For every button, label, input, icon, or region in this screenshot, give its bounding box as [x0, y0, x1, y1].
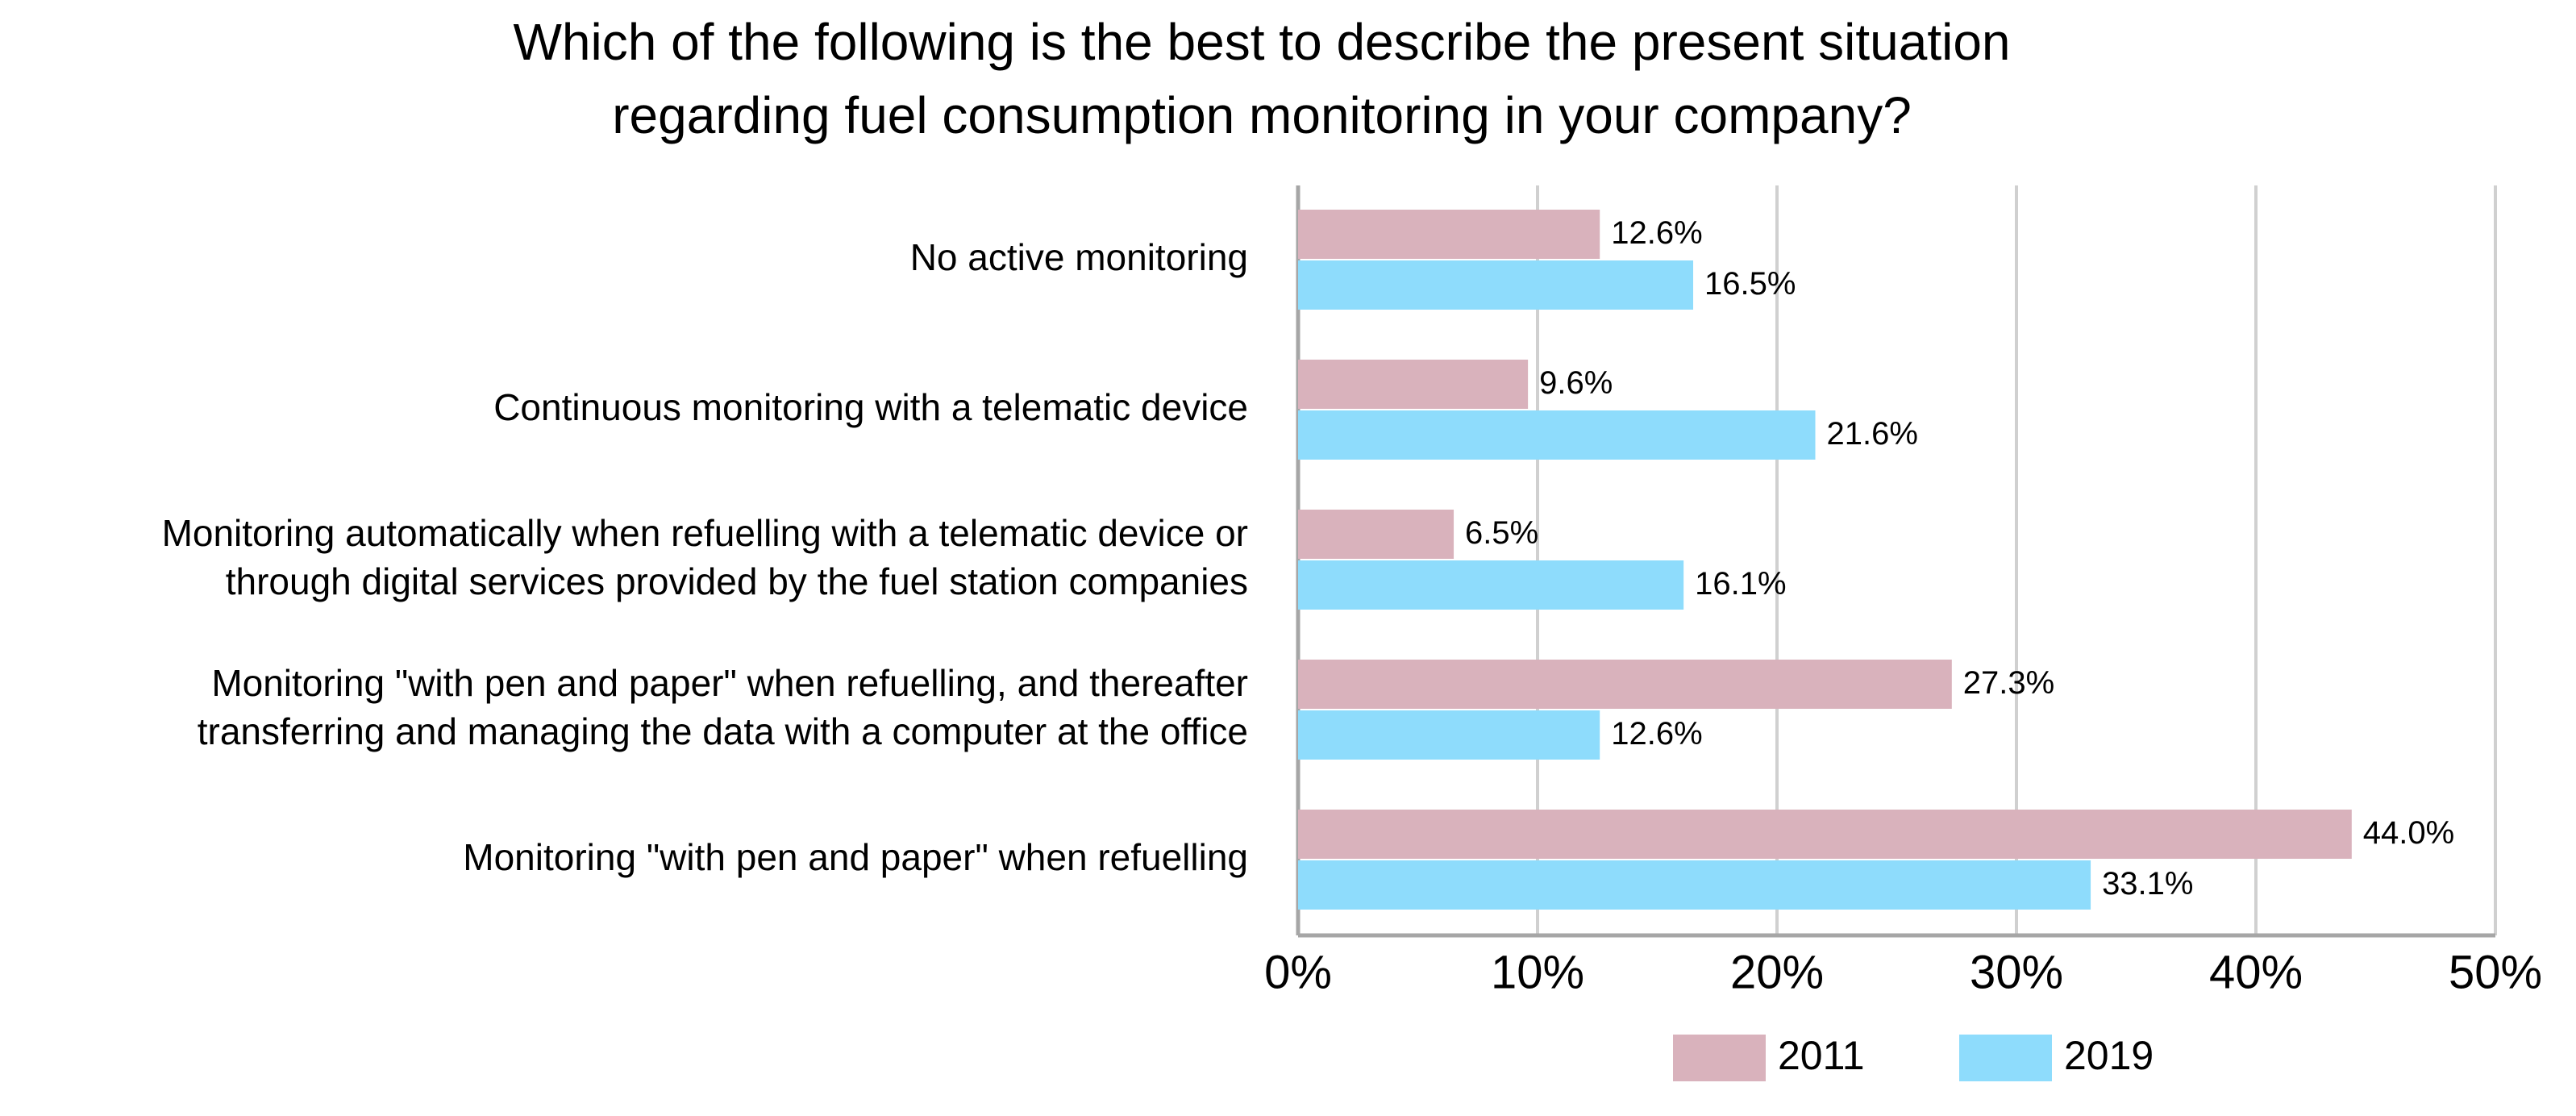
chart-title-line: Which of the following is the best to de… [513, 13, 2010, 71]
data-label: 21.6% [1827, 416, 1918, 452]
data-label: 16.1% [1695, 566, 1786, 602]
legend-swatch-2011 [1673, 1035, 1766, 1081]
bar-2019-4 [1298, 710, 1600, 760]
bar-2019-2 [1298, 410, 1816, 460]
data-label: 12.6% [1611, 215, 1702, 251]
data-label: 6.5% [1465, 515, 1538, 551]
data-label: 9.6% [1539, 365, 1613, 401]
chart-title-line: regarding fuel consumption monitoring in… [612, 86, 1912, 144]
category-label: Monitoring "with pen and paper" when ref… [211, 662, 1248, 704]
category-label: Continuous monitoring with a telematic d… [493, 386, 1248, 428]
data-label: 16.5% [1704, 266, 1796, 302]
legend-swatch-2019 [1959, 1035, 2052, 1081]
category-label: transferring and managing the data with … [198, 710, 1248, 752]
legend-label: 2011 [1778, 1033, 1865, 1078]
data-label: 33.1% [2102, 866, 2193, 902]
x-tick-label: 20% [1730, 946, 1824, 998]
data-label: 44.0% [2363, 815, 2454, 851]
category-label: through digital services provided by the… [226, 560, 1248, 602]
bar-2019-3 [1298, 560, 1684, 610]
category-label: Monitoring automatically when refuelling… [162, 512, 1248, 554]
x-tick-label: 40% [2209, 946, 2303, 998]
x-tick-label: 30% [1970, 946, 2063, 998]
bar-2019-5 [1298, 860, 2091, 910]
bar-2011-1 [1298, 210, 1600, 259]
bar-2011-4 [1298, 660, 1952, 709]
data-label: 12.6% [1611, 716, 1702, 752]
category-label: No active monitoring [910, 236, 1248, 278]
bar-2019-1 [1298, 260, 1694, 310]
bar-2011-5 [1298, 810, 2352, 859]
x-tick-label: 0% [1264, 946, 1332, 998]
bar-2011-2 [1298, 360, 1529, 409]
legend-label: 2019 [2064, 1033, 2154, 1078]
x-tick-label: 50% [2449, 946, 2542, 998]
category-label: Monitoring "with pen and paper" when ref… [463, 836, 1248, 878]
data-label: 27.3% [1963, 665, 2054, 701]
x-tick-label: 10% [1491, 946, 1584, 998]
bar-2011-3 [1298, 510, 1454, 559]
